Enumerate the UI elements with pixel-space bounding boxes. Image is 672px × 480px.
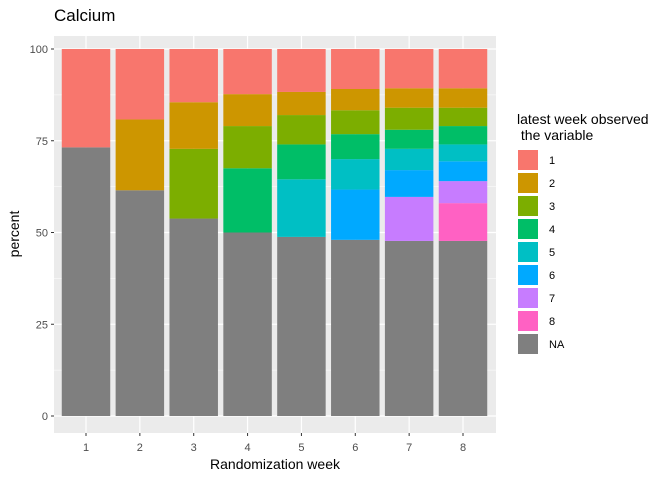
- bar-segment: [169, 49, 218, 103]
- bar-segment: [169, 148, 218, 219]
- bar-segment: [331, 49, 380, 90]
- bar-segment: [223, 168, 272, 233]
- bar-segment: [277, 91, 326, 116]
- bar-segment: [223, 49, 272, 95]
- bar-segment: [438, 107, 488, 127]
- bar-segment: [223, 94, 272, 127]
- x-tick-label: 8: [460, 442, 466, 454]
- x-tick-label: 5: [298, 442, 304, 454]
- legend-key: [518, 288, 538, 308]
- bar-segment: [61, 147, 111, 416]
- legend-key: [518, 219, 538, 239]
- x-tick-label: 1: [83, 442, 89, 454]
- legend-key: [518, 242, 538, 262]
- x-tick-label: 2: [137, 442, 143, 454]
- x-tick-label: 6: [352, 442, 358, 454]
- legend-title: latest week observed the variable: [517, 111, 649, 143]
- legend-key: [518, 311, 538, 331]
- bar-segment: [384, 88, 434, 108]
- bar-segment: [384, 49, 434, 89]
- legend-key: [518, 173, 538, 193]
- legend-label: 8: [549, 316, 555, 328]
- y-tick-label: 50: [36, 228, 48, 240]
- bar-segment: [277, 49, 326, 92]
- legend-label: 1: [549, 155, 555, 167]
- bar-segment: [61, 49, 111, 148]
- bar-segment: [331, 159, 380, 190]
- bar-segment: [223, 232, 272, 416]
- bar-segment: [438, 126, 488, 145]
- legend-key: [518, 265, 538, 285]
- bar-segment: [277, 115, 326, 145]
- y-tick-label: 25: [36, 319, 48, 331]
- bar-segment: [438, 88, 488, 108]
- bar-segment: [169, 218, 218, 416]
- chart-title: Calcium: [54, 6, 115, 25]
- legend-label: 5: [549, 247, 555, 259]
- bar-segment: [384, 107, 434, 130]
- legend-label: 4: [549, 224, 555, 236]
- bar-segment: [384, 170, 434, 197]
- bar-segment: [115, 119, 165, 191]
- y-axis-title: percent: [6, 211, 22, 258]
- bar-segment: [331, 110, 380, 135]
- bar-segment: [277, 179, 326, 237]
- bar-segment: [384, 196, 434, 241]
- bar-segment: [331, 239, 380, 416]
- bar-segment: [277, 236, 326, 416]
- bar-segment: [331, 89, 380, 111]
- y-tick-label: 100: [30, 44, 48, 56]
- x-tick-label: 3: [191, 442, 197, 454]
- bar-segment: [384, 148, 434, 171]
- bar-segment: [438, 49, 488, 89]
- bar-segment: [384, 240, 434, 416]
- legend-label: NA: [549, 339, 565, 351]
- bar-segment: [438, 203, 488, 241]
- y-axis: 0 25 50 75 100: [30, 44, 54, 423]
- legend-label: 7: [549, 293, 555, 305]
- x-tick-label: 4: [245, 442, 251, 454]
- bar-segment: [438, 240, 488, 416]
- bar-segment: [438, 144, 488, 162]
- legend-key: [518, 150, 538, 170]
- bar-segment: [169, 102, 218, 149]
- bar-segment: [223, 126, 272, 169]
- legend-label: 2: [549, 178, 555, 190]
- x-tick-label: 7: [406, 442, 412, 454]
- legend: latest week observed the variable 1 2 3 4 5 6 7…: [517, 111, 649, 354]
- bar-segment: [438, 181, 488, 204]
- bar-segment: [331, 134, 380, 160]
- bar-segment: [115, 49, 165, 120]
- legend-label: 3: [549, 201, 555, 213]
- legend-key: [518, 196, 538, 216]
- y-tick-label: 0: [42, 411, 48, 423]
- legend-label: 6: [549, 270, 555, 282]
- legend-key: [518, 334, 538, 354]
- y-tick-label: 75: [36, 136, 48, 148]
- bar-segment: [384, 129, 434, 149]
- bar-segment: [115, 190, 165, 416]
- bar-segment: [331, 189, 380, 240]
- x-axis: 1 2 3 4 5 6 7 8: [83, 433, 466, 454]
- bar-segment: [277, 144, 326, 180]
- bar-segment: [438, 161, 488, 182]
- x-axis-title: Randomization week: [210, 456, 341, 472]
- bars: [61, 49, 488, 416]
